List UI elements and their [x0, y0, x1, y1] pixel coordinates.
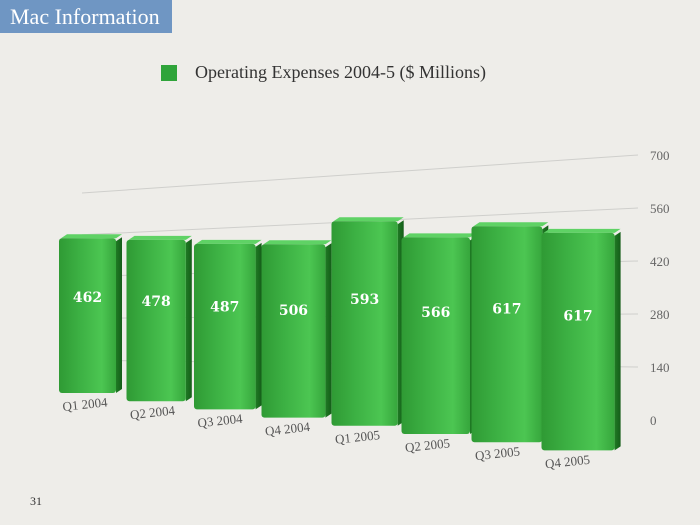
legend-swatch	[161, 64, 177, 81]
data-label: 617	[563, 309, 592, 325]
legend-label: Operating Expenses 2004-5 ($ Millions)	[195, 62, 486, 82]
x-tick-label: Q3 2004	[197, 411, 244, 431]
bar-top	[128, 235, 192, 240]
data-label: 617	[492, 301, 521, 317]
bar-top	[473, 222, 549, 227]
bar-top	[61, 234, 122, 239]
y-tick-label: 0	[650, 413, 657, 428]
bar-top	[263, 240, 332, 245]
bar-top	[403, 233, 476, 238]
y-tick-label: 140	[650, 360, 670, 375]
data-label: 487	[210, 300, 239, 316]
x-tick-label: Q1 2004	[62, 394, 109, 414]
data-label: 462	[73, 290, 102, 306]
y-tick-label: 420	[650, 254, 670, 269]
bar-side	[116, 237, 122, 393]
bar	[541, 232, 615, 451]
bar-side	[255, 242, 262, 410]
x-tick-label: Q4 2005	[544, 452, 590, 472]
bar	[401, 237, 470, 434]
bar	[59, 238, 116, 393]
x-tick-label: Q3 2005	[474, 444, 520, 464]
page-number: 31	[30, 494, 42, 508]
x-tick-label: Q4 2004	[264, 419, 311, 439]
bar-top	[543, 228, 621, 233]
data-label: 566	[421, 305, 450, 321]
x-tick-label: Q1 2005	[334, 427, 380, 447]
bar-side	[614, 231, 621, 451]
y-tick-label: 700	[650, 148, 670, 163]
bar-top	[196, 239, 262, 244]
slide-title: Mac Information	[0, 0, 172, 33]
x-tick-label: Q2 2004	[129, 402, 176, 422]
x-tick-label: Q2 2005	[404, 435, 450, 455]
y-tick-label: 280	[650, 307, 670, 322]
chart-legend: Operating Expenses 2004-5 ($ Millions)	[161, 62, 486, 83]
bar	[126, 239, 186, 402]
bar	[261, 244, 326, 418]
bar-side	[325, 243, 332, 418]
bar	[471, 226, 543, 443]
bar	[194, 243, 256, 410]
data-label: 593	[350, 292, 379, 308]
data-label: 478	[142, 294, 171, 310]
y-tick-label: 560	[650, 201, 670, 216]
bar-top	[333, 217, 404, 222]
data-label: 506	[279, 303, 308, 319]
gridline	[81, 154, 639, 194]
bar-side	[185, 238, 192, 402]
bar	[331, 221, 398, 426]
